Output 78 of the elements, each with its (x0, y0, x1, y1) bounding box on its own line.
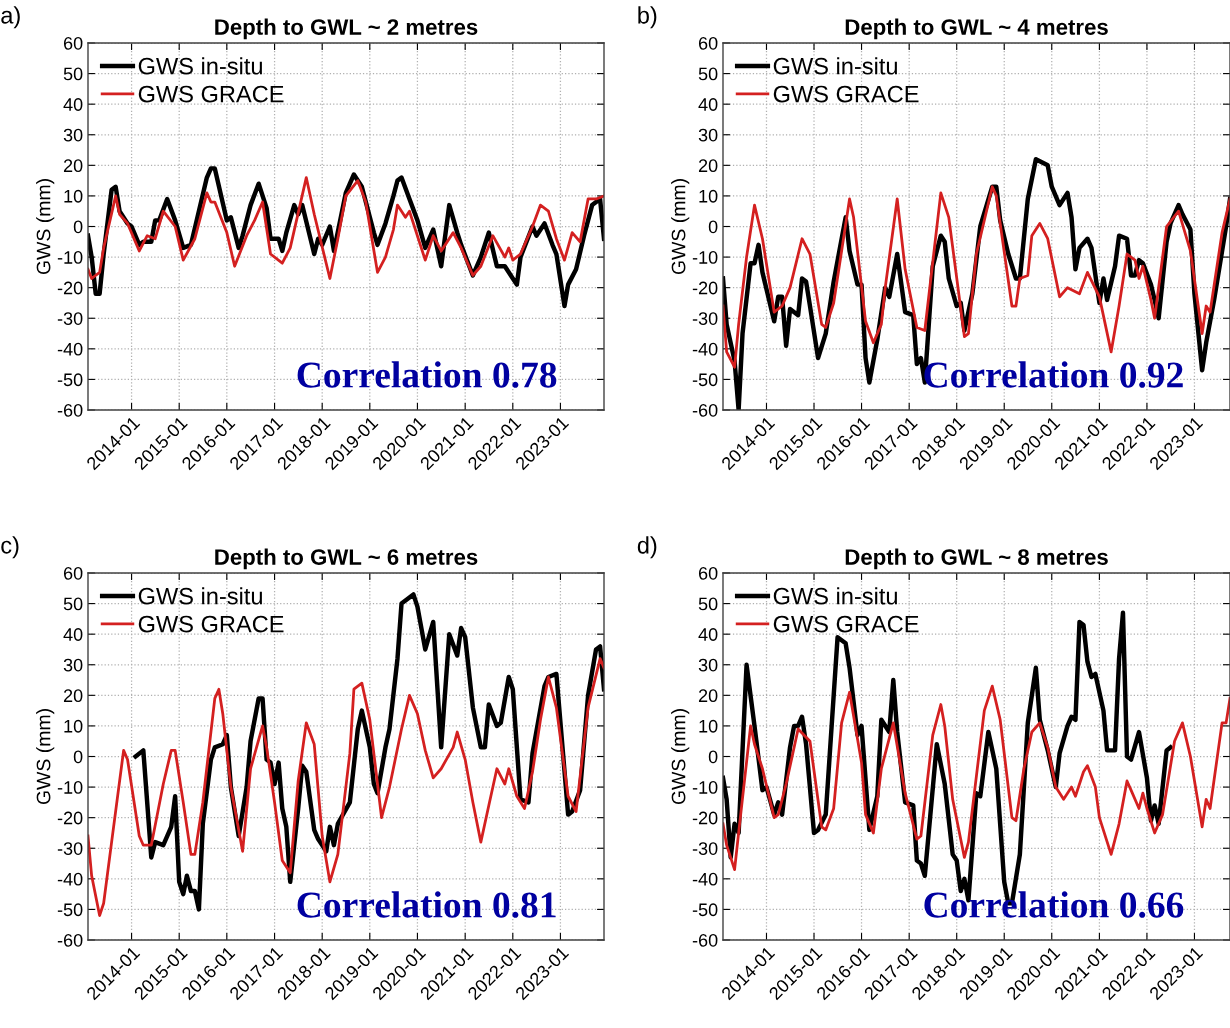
y-tick-label: -10 (57, 251, 83, 264)
y-tick-label: -10 (57, 781, 83, 794)
y-tick-label: 10 (699, 189, 718, 203)
y-tick-label: -60 (692, 403, 718, 417)
y-tick-label: -30 (692, 312, 718, 325)
legend-label: GWS GRACE (138, 615, 284, 633)
line-series (723, 684, 1230, 872)
line-series (88, 176, 604, 280)
y-tick-label: -30 (692, 842, 718, 855)
y-tick-label: -20 (692, 811, 718, 825)
legend-label: GWS GRACE (773, 615, 919, 633)
y-tick-label: 0 (708, 220, 718, 234)
y-tick-label: -20 (57, 281, 83, 295)
y-tick-label: 40 (63, 98, 83, 111)
legend-label: GWS in-situ (138, 57, 262, 75)
y-tick-label: 50 (698, 67, 718, 81)
y-tick-label: 30 (63, 658, 83, 672)
y-tick-label: 10 (699, 719, 718, 733)
y-tick-label: 30 (698, 658, 718, 672)
y-tick-label: 0 (73, 220, 83, 234)
y-tick-label: -60 (692, 933, 718, 947)
chart-title: Depth to GWL ~ 4 metres (845, 18, 1108, 40)
legend-label: GWS GRACE (773, 85, 919, 103)
y-axis-title: GWS (mm) (671, 709, 690, 805)
y-tick-label: -50 (57, 903, 83, 917)
text: b) (638, 6, 657, 29)
y-tick-label: -40 (57, 342, 83, 356)
y-tick-label: 10 (64, 189, 83, 203)
text: c) (1, 536, 19, 559)
y-tick-label: 60 (698, 36, 718, 50)
y-axis-title: GWS (mm) (36, 179, 55, 275)
y-tick-label: 20 (63, 159, 83, 173)
y-tick-label: -50 (692, 903, 718, 917)
y-tick-label: -60 (57, 933, 83, 947)
y-tick-label: 30 (698, 128, 718, 142)
y-tick-label: 50 (698, 597, 718, 611)
y-axis-title: GWS (mm) (671, 179, 690, 275)
chart-title: Depth to GWL ~ 2 metres (215, 18, 478, 40)
y-tick-label: 40 (63, 628, 83, 641)
y-tick-label: 50 (63, 597, 83, 611)
chart-title: Depth to GWL ~ 8 metres (845, 548, 1108, 570)
y-tick-label: 20 (698, 689, 718, 703)
y-tick-label: -10 (692, 781, 718, 794)
y-tick-label: -50 (692, 373, 718, 387)
legend-label: GWS in-situ (773, 57, 897, 75)
y-tick-label: 60 (698, 566, 718, 580)
y-tick-label: -20 (57, 811, 83, 825)
chart-title: Depth to GWL ~ 6 metres (215, 548, 478, 570)
y-tick-label: 0 (708, 750, 718, 764)
text: d) (637, 536, 657, 559)
y-tick-label: -50 (57, 373, 83, 387)
y-tick-label: 10 (64, 719, 83, 733)
y-tick-label: -40 (692, 872, 718, 886)
y-tick-label: 0 (73, 750, 83, 764)
y-tick-label: 60 (63, 36, 83, 50)
y-tick-label: -30 (57, 312, 83, 325)
annotation: Correlation 0.78 (297, 361, 557, 388)
y-tick-label: -30 (57, 842, 83, 855)
y-tick-label: -20 (692, 281, 718, 295)
y-tick-label: -60 (57, 403, 83, 417)
text: a) (1, 6, 20, 29)
line-series (88, 657, 604, 917)
y-tick-label: 30 (63, 128, 83, 142)
y-tick-label: 20 (698, 159, 718, 173)
y-tick-label: -40 (692, 342, 718, 356)
y-axis-title: GWS (mm) (36, 709, 55, 805)
annotation: Correlation 0.81 (297, 891, 556, 918)
y-tick-label: 40 (698, 98, 718, 111)
y-tick-label: 50 (63, 67, 83, 81)
y-tick-label: 60 (63, 566, 83, 580)
legend-label: GWS GRACE (138, 85, 284, 103)
annotation: Correlation 0.66 (924, 891, 1184, 918)
y-tick-label: -10 (692, 251, 718, 264)
y-tick-label: 20 (63, 689, 83, 703)
legend-label: GWS in-situ (773, 587, 897, 605)
y-tick-label: -40 (57, 872, 83, 886)
legend-label: GWS in-situ (138, 587, 262, 605)
y-tick-label: 40 (698, 628, 718, 641)
